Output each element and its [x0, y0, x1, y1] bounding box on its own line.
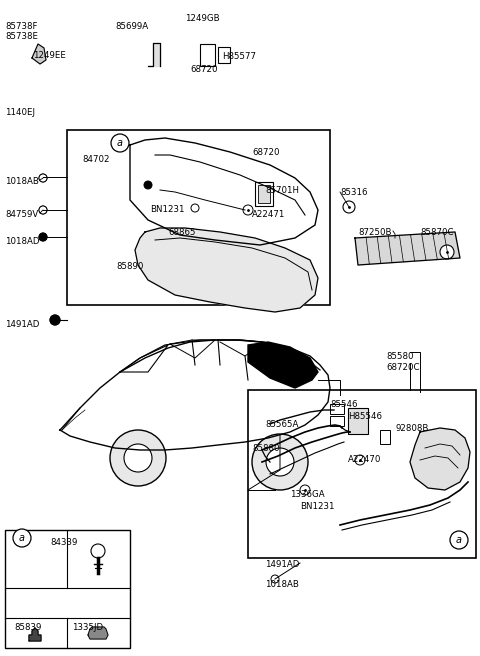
Text: a: a	[456, 535, 462, 545]
Circle shape	[39, 206, 47, 214]
Circle shape	[252, 434, 308, 490]
Text: 85546: 85546	[330, 400, 358, 409]
Text: 1336GA: 1336GA	[290, 490, 324, 499]
Text: 1249EE: 1249EE	[33, 51, 66, 60]
Circle shape	[39, 174, 47, 182]
Text: BN1231: BN1231	[150, 205, 184, 214]
Circle shape	[355, 455, 365, 465]
Text: H85577: H85577	[222, 52, 256, 61]
Text: 85880: 85880	[252, 444, 279, 453]
Circle shape	[110, 430, 166, 486]
Bar	[348, 408, 368, 434]
Text: 92808B: 92808B	[395, 424, 428, 433]
Text: 68720: 68720	[252, 148, 279, 157]
Polygon shape	[29, 628, 41, 641]
Bar	[200, 44, 215, 66]
Polygon shape	[410, 428, 470, 490]
Circle shape	[91, 544, 105, 558]
Circle shape	[50, 315, 60, 325]
Text: A22470: A22470	[348, 455, 382, 464]
Polygon shape	[148, 43, 160, 66]
Text: 1018AB: 1018AB	[265, 580, 299, 589]
Circle shape	[300, 485, 310, 495]
Circle shape	[124, 444, 152, 472]
Circle shape	[266, 448, 294, 476]
Polygon shape	[32, 44, 46, 64]
Text: 85839: 85839	[14, 623, 41, 632]
Bar	[380, 430, 390, 444]
Text: 85701H: 85701H	[265, 186, 299, 195]
Text: 85738E: 85738E	[5, 32, 38, 41]
Circle shape	[271, 575, 279, 583]
Polygon shape	[88, 627, 108, 639]
Circle shape	[39, 174, 47, 182]
Circle shape	[50, 315, 60, 325]
Bar	[258, 185, 270, 203]
Text: 85316: 85316	[340, 188, 368, 197]
Text: 85580: 85580	[386, 352, 413, 361]
Text: 1491AD: 1491AD	[5, 320, 39, 329]
Text: 85565A: 85565A	[265, 420, 299, 429]
Text: BN1231: BN1231	[300, 502, 335, 511]
Text: 68865: 68865	[168, 228, 195, 237]
Circle shape	[13, 529, 31, 547]
Polygon shape	[355, 232, 460, 265]
Text: a: a	[117, 138, 123, 148]
Polygon shape	[135, 228, 318, 312]
Text: 85890: 85890	[116, 262, 144, 271]
Circle shape	[450, 531, 468, 549]
Circle shape	[111, 134, 129, 152]
Bar	[330, 404, 344, 414]
Text: 1018AB: 1018AB	[5, 177, 39, 186]
Text: 84759V: 84759V	[5, 210, 38, 219]
Bar	[330, 416, 344, 426]
Text: A22471: A22471	[252, 210, 286, 219]
Circle shape	[440, 245, 454, 259]
Bar	[255, 182, 273, 206]
Circle shape	[144, 181, 152, 189]
Text: 85699A: 85699A	[115, 22, 148, 31]
Circle shape	[343, 201, 355, 213]
Bar	[67, 130, 330, 305]
Circle shape	[344, 202, 354, 212]
Bar	[5, 530, 130, 648]
Text: 84339: 84339	[50, 538, 77, 547]
Text: 1018AD: 1018AD	[5, 237, 39, 246]
Text: H85546: H85546	[348, 412, 382, 421]
Text: 87250B: 87250B	[358, 228, 392, 237]
Circle shape	[243, 205, 253, 215]
Text: 1335JD: 1335JD	[72, 623, 103, 632]
Text: a: a	[19, 533, 25, 543]
Text: 85870C: 85870C	[420, 228, 454, 237]
Text: 68720C: 68720C	[386, 363, 420, 372]
Circle shape	[39, 233, 47, 241]
Circle shape	[191, 204, 199, 212]
Bar	[248, 390, 476, 558]
Bar	[218, 47, 230, 63]
Text: 68720: 68720	[190, 65, 217, 74]
Circle shape	[39, 233, 47, 241]
Text: 1140EJ: 1140EJ	[5, 108, 35, 117]
Circle shape	[39, 206, 47, 214]
Text: 84702: 84702	[82, 155, 109, 164]
Text: 85738F: 85738F	[5, 22, 37, 31]
Text: 1249GB: 1249GB	[185, 14, 220, 23]
Text: 1491AD: 1491AD	[265, 560, 300, 569]
Polygon shape	[248, 342, 318, 388]
